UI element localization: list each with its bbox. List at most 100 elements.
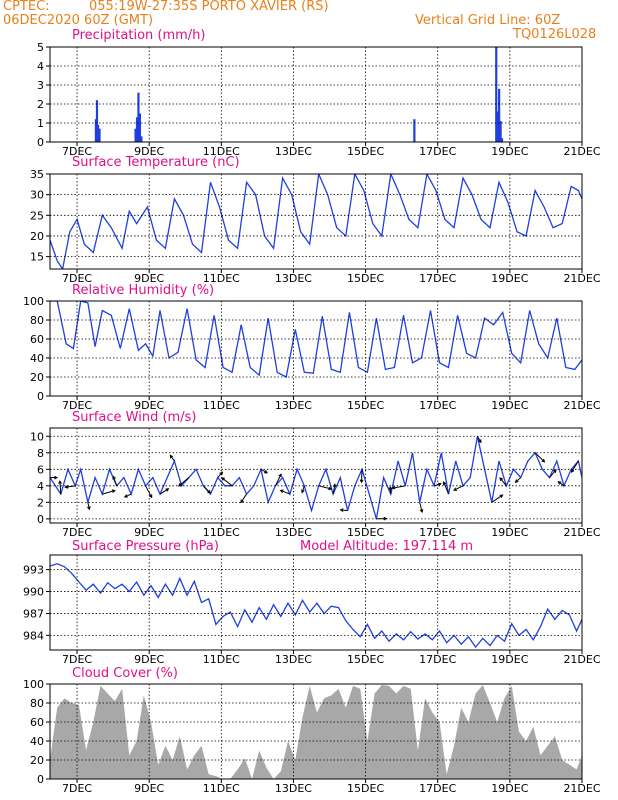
wind-arrowhead-4 [64, 485, 69, 489]
surface_wind-ytick-5: 10 [30, 430, 44, 443]
surface_temperature-frame [49, 173, 583, 270]
surface_pressure-line [50, 563, 582, 649]
precipitation-bar-6 [137, 92, 140, 142]
cloud_cover-ytick-2: 40 [30, 735, 44, 748]
wind-arrowhead-12 [123, 494, 128, 498]
wind-arrow-54 [433, 483, 441, 487]
wind-arrow-64 [499, 477, 507, 487]
surface_wind-xtick-6: 19DEC [491, 526, 528, 539]
wind-arrowhead-24 [219, 471, 224, 476]
surface_temperature-ytick-0: 15 [30, 251, 44, 264]
relative_humidity-xtick-7: 21DEC [563, 399, 600, 412]
wind-arrow-20 [178, 477, 190, 487]
wind-arrow-16 [159, 488, 169, 495]
cloud_cover-frame [49, 683, 583, 780]
wind-title: Surface Wind (m/s) [72, 410, 197, 425]
surface_wind-xtick-4: 15DEC [347, 526, 384, 539]
wind-arrowhead-56 [442, 481, 447, 486]
wind-arrowhead-36 [301, 489, 305, 494]
precipitation-ytick-0: 0 [37, 136, 44, 149]
relative_humidity-xtick-3: 13DEC [275, 399, 312, 412]
wind-arrowhead-40 [332, 483, 337, 488]
surface_temperature-xtick-4: 15DEC [347, 272, 384, 285]
precipitation-bar-2 [96, 124, 100, 142]
surface_temperature-xtick-7: 21DEC [563, 272, 600, 285]
surface_temperature-ytick-1: 20 [30, 230, 44, 243]
precipitation-bar-4 [134, 128, 137, 142]
precip-title: Precipitation (mm/h) [72, 28, 206, 43]
precipitation-xtick-5: 17DEC [419, 145, 456, 158]
relative_humidity-frame [49, 300, 583, 397]
wind-arrowhead-54 [437, 482, 442, 487]
cloud_cover-ytick-4: 80 [30, 697, 44, 710]
wind-arrowhead-16 [165, 488, 170, 492]
wind-arrow-2 [59, 481, 62, 495]
precipitation-bar-1 [95, 100, 99, 142]
precipitation-bar-11 [496, 111, 499, 142]
wind-arrow-66 [515, 477, 522, 483]
surface_pressure-xtick-4: 15DEC [347, 653, 384, 666]
wind-arrowhead-68 [541, 458, 546, 463]
surface_pressure-ytick-2: 990 [23, 586, 44, 599]
header-location: 055:19W-27:35S PORTO XAVIER (RS) [89, 0, 329, 14]
wind-arrowhead-64 [499, 477, 504, 481]
surface_wind-frame [49, 427, 583, 524]
wind-arrowhead-8 [111, 489, 116, 493]
surface_wind-xtick-2: 11DEC [203, 526, 240, 539]
surface_temperature-xtick-5: 17DEC [419, 272, 456, 285]
surface_temperature-xtick-2: 11DEC [203, 272, 240, 285]
wind-arrowhead-14 [148, 494, 153, 499]
relative_humidity-xtick-5: 17DEC [419, 399, 456, 412]
wind-arrowhead-62 [499, 494, 504, 498]
wind-arrowhead-58 [453, 487, 458, 491]
wind-arrow-62 [491, 494, 503, 503]
surface_wind-xtick-7: 21DEC [563, 526, 600, 539]
precipitation-bar-10 [495, 47, 498, 142]
wind-arrow-42 [340, 509, 348, 512]
precipitation-bar-3 [98, 128, 101, 142]
surface_pressure-ytick-0: 984 [23, 629, 44, 642]
rh-title: Relative Humidity (%) [72, 283, 215, 298]
surface_wind-xtick-0: 7DEC [62, 526, 92, 539]
wind-arrow-70 [549, 469, 557, 478]
precipitation-xtick-3: 13DEC [275, 145, 312, 158]
relative_humidity-ytick-2: 40 [30, 352, 44, 365]
relative_humidity-ytick-5: 100 [23, 295, 44, 308]
cloud_cover-xtick-5: 17DEC [419, 782, 456, 795]
cloud_cover-xtick-2: 11DEC [203, 782, 240, 795]
surface_wind-ytick-2: 4 [37, 480, 44, 493]
wind-arrow-38 [318, 485, 332, 490]
cloud_cover-xtick-7: 21DEC [563, 782, 600, 795]
wind-arrowhead-60 [478, 439, 482, 444]
precipitation-bar-12 [498, 88, 501, 142]
wind-arrowhead-26 [221, 477, 225, 481]
wind-arrow-24 [217, 472, 223, 478]
relative_humidity-ytick-4: 80 [30, 314, 44, 327]
precipitation-xtick-4: 15DEC [347, 145, 384, 158]
wind-arrow-58 [453, 485, 464, 491]
surface_pressure-frame [49, 554, 583, 651]
wind-arrow-50 [392, 485, 406, 489]
wind-arrow-26 [221, 477, 233, 487]
precipitation-bar-5 [135, 117, 139, 142]
wind-arrow-68 [534, 452, 545, 463]
wind-arrowhead-66 [514, 479, 519, 483]
relative_humidity-xtick-0: 7DEC [62, 399, 92, 412]
cloud_cover-xtick-4: 15DEC [347, 782, 384, 795]
surface_temperature-xtick-3: 13DEC [275, 272, 312, 285]
surface_temperature-ytick-2: 25 [30, 209, 44, 222]
header-model: TQ0126L028 [513, 27, 597, 42]
precipitation-bar-7 [138, 113, 142, 142]
relative_humidity-xtick-4: 15DEC [347, 399, 384, 412]
surface_temperature-xtick-1: 9DEC [134, 272, 164, 285]
relative_humidity-xtick-2: 11DEC [203, 399, 240, 412]
wind-arrowhead-0 [54, 475, 59, 480]
cloud_cover-ytick-0: 0 [37, 773, 44, 786]
surface_pressure-xtick-6: 19DEC [491, 653, 528, 666]
wind-arrowhead-2 [58, 480, 62, 485]
precipitation-ytick-3: 3 [37, 79, 44, 92]
cloud_cover-ytick-1: 20 [30, 754, 44, 767]
relative_humidity-ytick-3: 60 [30, 333, 44, 346]
precipitation-bar-9 [413, 119, 416, 142]
wind-arrowhead-70 [552, 469, 557, 473]
